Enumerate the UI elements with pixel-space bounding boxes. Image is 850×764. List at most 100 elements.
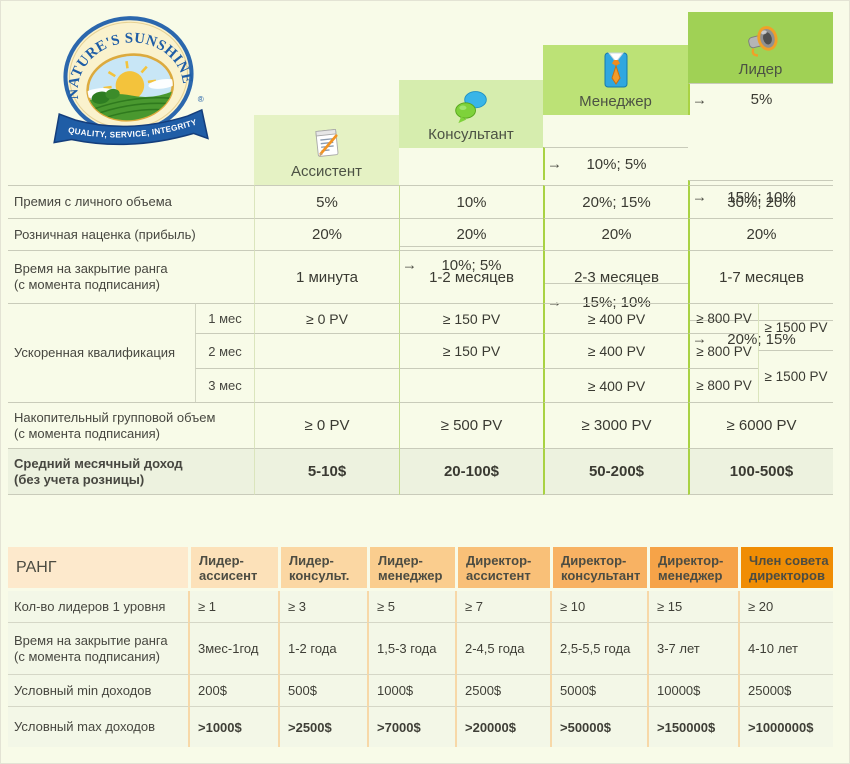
t1-cell-leader-extra: ≥ 1500 PV — [758, 350, 833, 402]
row-label-subtext: (без учета розницы) — [14, 471, 145, 487]
t2-header-text: РАНГ — [16, 559, 57, 576]
registered-mark: ® — [198, 95, 204, 104]
t2-cell: >7000$ — [367, 706, 455, 747]
t1-cell: 20% — [254, 218, 399, 250]
t2-header-text: Член совета директоров — [749, 552, 829, 583]
rank-header-leader: Лидер — [688, 12, 833, 83]
stair-value: 15%; 10% — [582, 293, 651, 311]
t1-cell: ≥ 800 PV — [688, 368, 758, 402]
t2-cell: 4-10 лет — [738, 622, 833, 674]
t2-row-label: Кол-во лидеров 1 уровня — [8, 591, 188, 622]
t1-cell: ≥ 6000 PV — [688, 402, 833, 448]
t1-cell: ≥ 800 PV — [688, 303, 758, 333]
row-label-text: Кол-во лидеров 1 уровня — [14, 598, 166, 614]
t2-cell: 3-7 лет — [647, 622, 738, 674]
t1-cell: 20% — [543, 218, 688, 250]
stair-value: 10%; 5% — [441, 256, 502, 274]
t2-cell: 25000$ — [738, 674, 833, 706]
t2-header-text: Директор-менеджер — [658, 552, 724, 583]
t1-cell: 100-500$ — [688, 448, 833, 495]
rank-header-consultant: Консультант — [399, 80, 543, 148]
t1-cell: 30%; 20% — [688, 185, 833, 218]
arrow-right-icon: → — [692, 188, 707, 206]
row-label-subtext: (с момента подписания) — [14, 648, 161, 664]
rank-header-manager: Менеджер — [543, 45, 688, 115]
t1-cell — [254, 333, 399, 368]
row-label: Время на закрытие ранга (с момента подпи… — [8, 250, 254, 303]
shirt-tie-icon — [604, 52, 627, 88]
t2-cell: >50000$ — [550, 706, 647, 747]
stair-value: 15%; 10% — [727, 188, 796, 206]
row-label: Розничная наценка (прибыль) — [8, 218, 254, 250]
month-cell: 2 мес — [195, 333, 254, 368]
t1-cell: ≥ 500 PV — [399, 402, 543, 448]
row-label-text: Ускоренная квалификация — [14, 345, 176, 360]
rank-label: Консультант — [428, 126, 514, 143]
t1-cell: ≥ 150 PV — [399, 303, 543, 333]
t1-cell: 1 минута — [254, 250, 399, 303]
t2-cell: 1000$ — [367, 674, 455, 706]
t1-cell: ≥ 3000 PV — [543, 402, 688, 448]
stair-value: 20%; 15% — [727, 330, 796, 348]
t1-cell: 5% — [254, 185, 399, 218]
t2-header-col: Лидер-менеджер — [367, 547, 455, 588]
t2-cell: 500$ — [278, 674, 367, 706]
row-label-subtext: (с момента подписания) — [14, 277, 161, 292]
t2-cell: 2500$ — [455, 674, 550, 706]
t2-cell: 10000$ — [647, 674, 738, 706]
t2-header-rank: РАНГ — [8, 547, 188, 588]
t1-cell: 20% — [399, 218, 543, 250]
t2-cell: >20000$ — [455, 706, 550, 747]
arrow-right-icon: → — [692, 330, 707, 348]
t1-cell: ≥ 0 PV — [254, 402, 399, 448]
t1-cell: 20%; 15% — [543, 185, 688, 218]
t2-row-label: Время на закрытие ранга (с момента подпи… — [8, 622, 188, 674]
row-label-qualification: Ускоренная квалификация — [8, 303, 195, 402]
stair-value: 10%; 5% — [586, 155, 647, 173]
rank-label: Лидер — [738, 61, 783, 78]
t2-row-label: Условный min доходов — [8, 674, 188, 706]
t2-header-col: Директор-менеджер — [647, 547, 738, 588]
arrow-right-icon: → — [547, 155, 562, 173]
t1-cell: 50-200$ — [543, 448, 688, 495]
t2-cell: >1000000$ — [738, 706, 833, 747]
row-label-text: Премия с личного объема — [14, 194, 172, 209]
t1-cell: ≥ 400 PV — [543, 333, 688, 368]
t2-header-col: Директор-консультант — [550, 547, 647, 588]
t2-cell: >1000$ — [188, 706, 278, 747]
arrow-right-icon: → — [402, 256, 417, 274]
t2-cell: 1,5-3 года — [367, 622, 455, 674]
notepad-icon — [314, 128, 338, 157]
t2-header-col: Лидер-консульт. — [278, 547, 367, 588]
t2-header-text: Лидер-консульт. — [289, 552, 350, 583]
row-label-text: Розничная наценка (прибыль) — [14, 226, 196, 242]
t1-cell: 10% — [399, 185, 543, 218]
arrow-right-icon: → — [547, 293, 562, 311]
t2-cell: >150000$ — [647, 706, 738, 747]
t1-cell: 2-3 месяцев — [543, 250, 688, 303]
t2-cell: ≥ 7 — [455, 591, 550, 622]
t1-cell: ≥ 400 PV — [543, 368, 688, 402]
t2-cell: 5000$ — [550, 674, 647, 706]
t1-cell — [399, 368, 543, 402]
t1-cell: 1-7 месяцев — [688, 250, 833, 303]
t2-header-col: Член совета директоров — [738, 547, 833, 588]
t2-header-col: Директор-ассистент — [455, 547, 550, 588]
t1-cell: 1-2 месяцев — [399, 250, 543, 303]
t1-cell: 20-100$ — [399, 448, 543, 495]
rank-label: Ассистент — [290, 163, 363, 180]
t2-header-text: Лидер-менеджер — [378, 552, 443, 583]
t2-cell: 3мес-1год — [188, 622, 278, 674]
stair-cell-consultant-1: → 10%; 5% — [399, 246, 543, 283]
natures-sunshine-logo-icon: NATURE'S SUNSHINE — [53, 16, 209, 146]
row-label-text: Накопительный групповой объем — [14, 409, 216, 425]
chat-bubbles-icon — [455, 91, 487, 124]
t1-cell-leader-extra: ≥ 1500 PV — [758, 303, 833, 350]
t1-cell: 5-10$ — [254, 448, 399, 495]
t2-header-text: Директор-ассистент — [466, 552, 532, 583]
t2-header-col: Лидер-ассисент — [188, 547, 278, 588]
t2-cell: ≥ 5 — [367, 591, 455, 622]
rank-header-assistant: Ассистент — [254, 115, 399, 185]
row-label: Премия с личного объема — [8, 185, 254, 218]
